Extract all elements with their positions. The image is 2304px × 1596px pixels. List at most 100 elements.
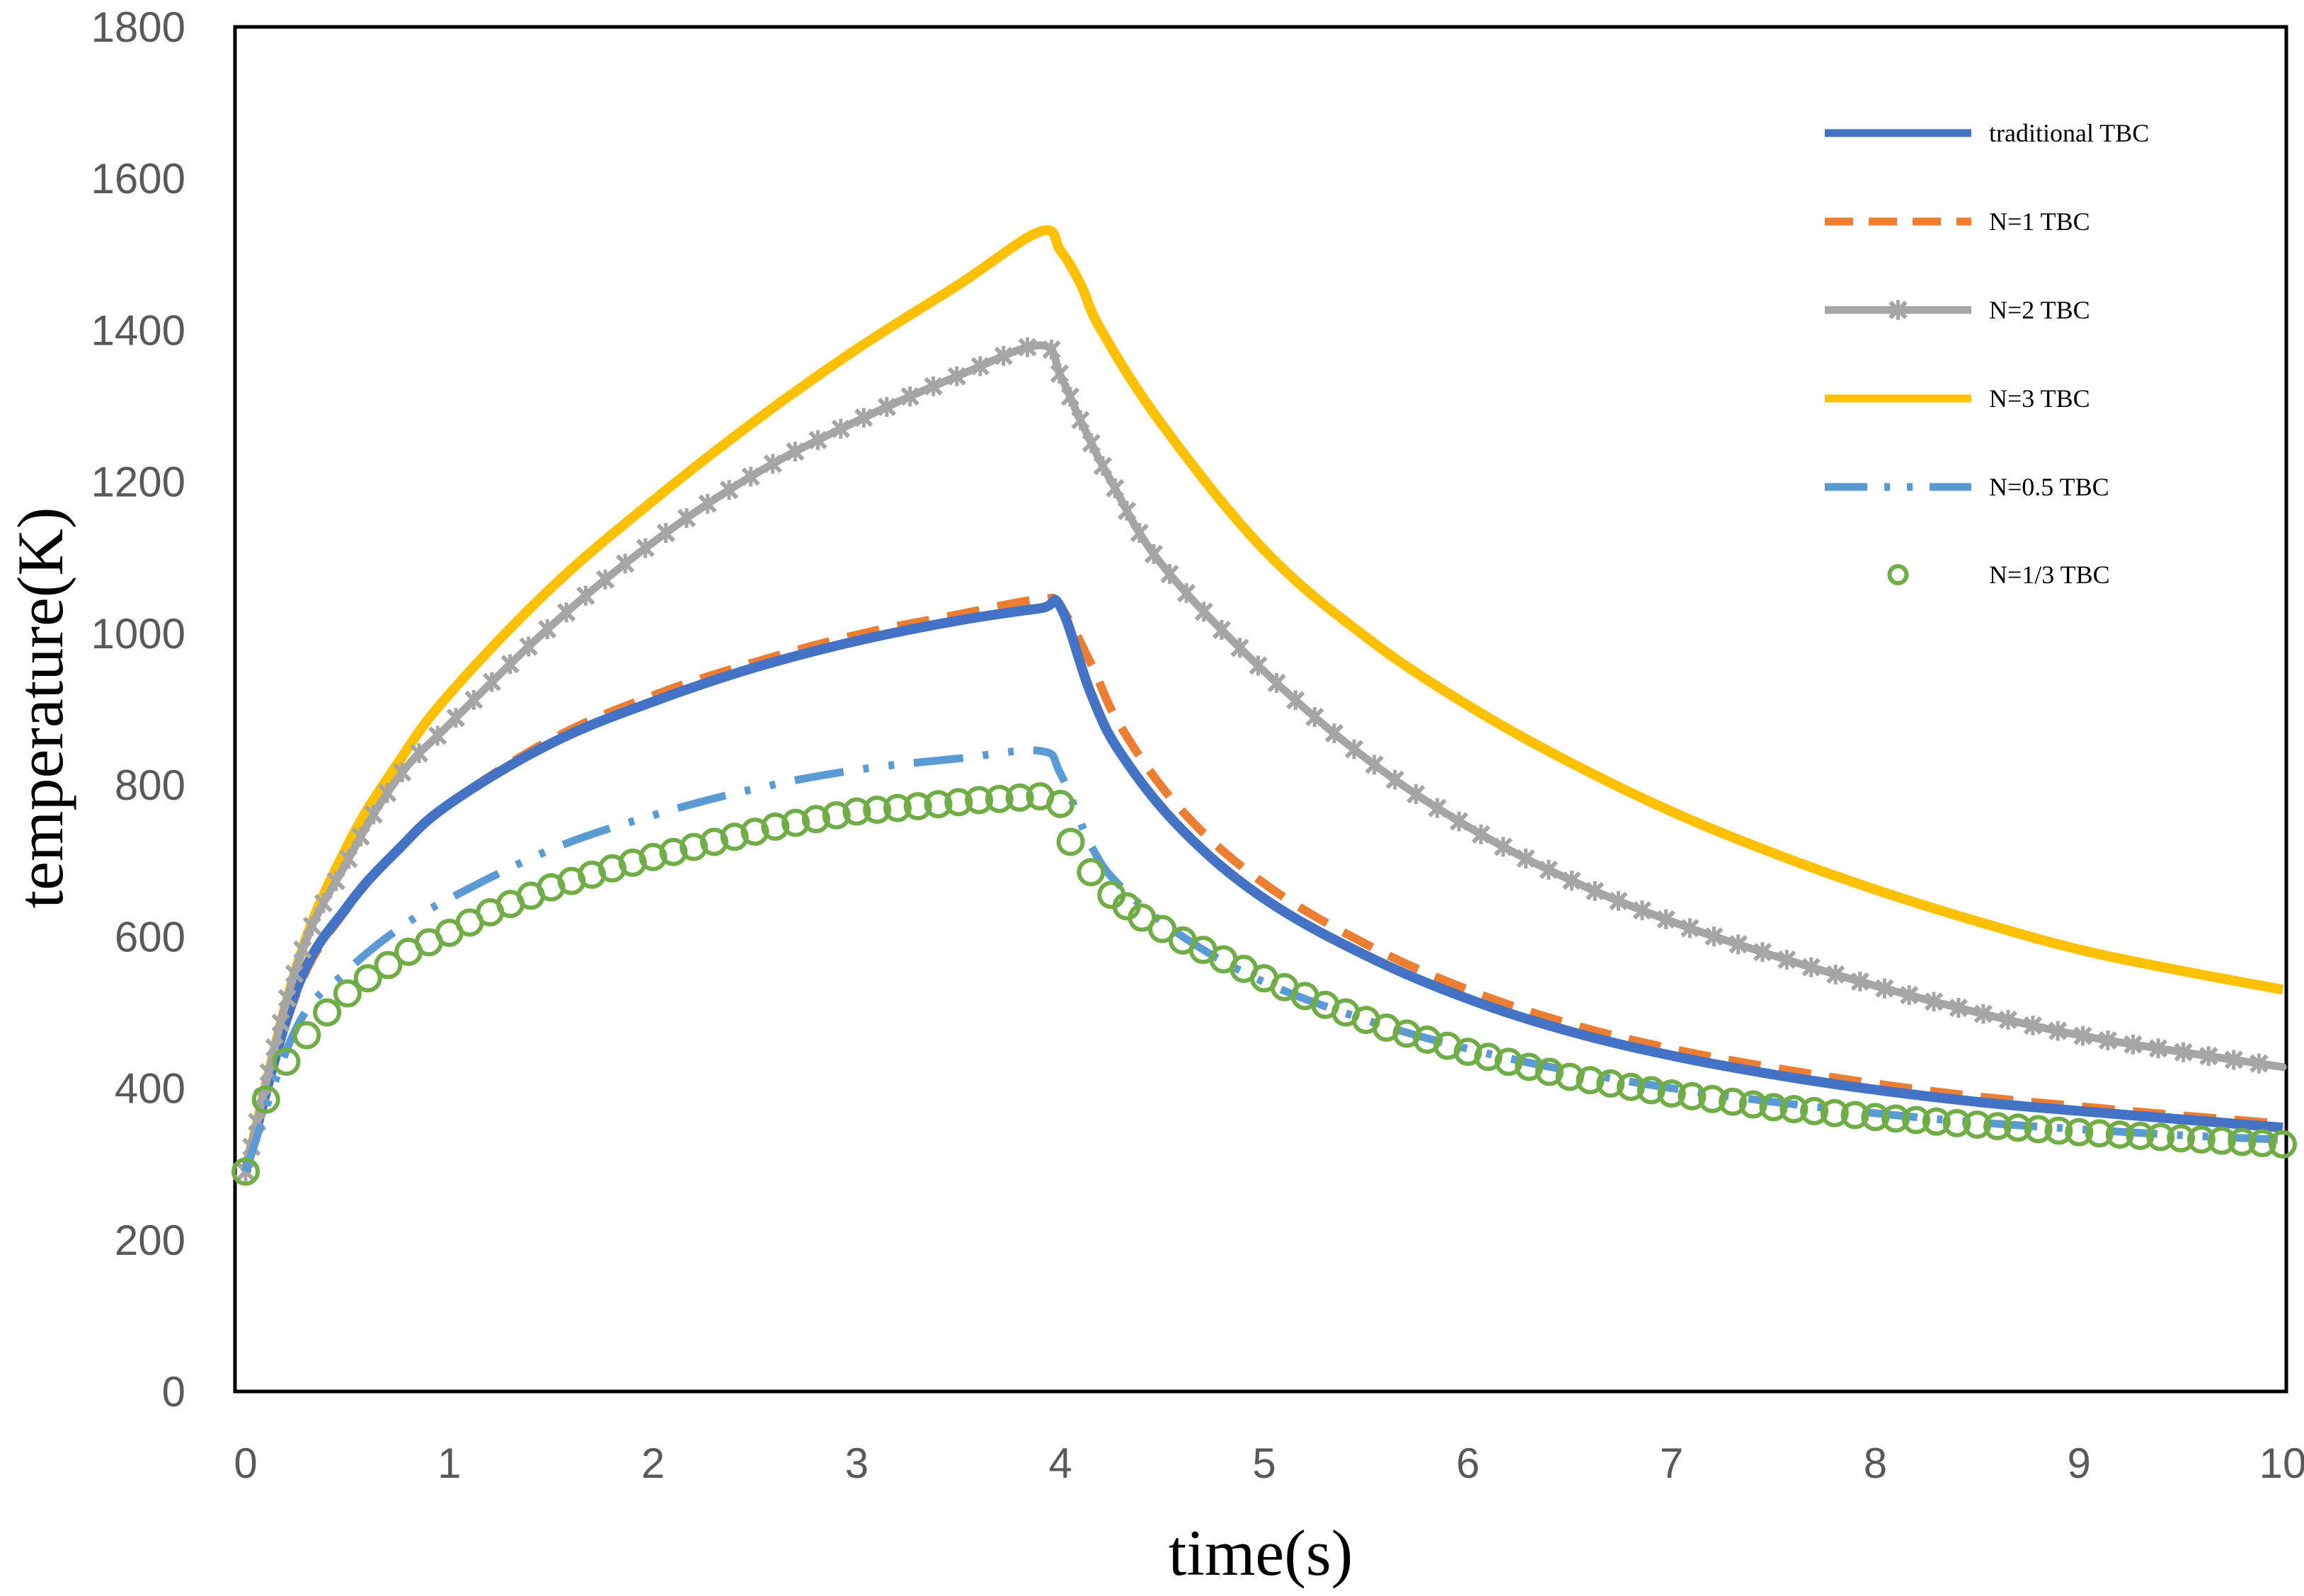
data-point-circle (1617, 1072, 1646, 1101)
data-point-circle (1474, 1043, 1503, 1072)
data-point-star (576, 585, 595, 606)
data-point-star (1704, 926, 1724, 947)
data-point-circle (1922, 1107, 1951, 1136)
data-point-circle (1494, 1047, 1523, 1077)
legend-item: N=1 TBC (1825, 207, 2090, 236)
series-n-1-3-tbc (231, 782, 2297, 1186)
data-point-star (1900, 985, 1919, 1006)
data-point-star (1117, 500, 1137, 521)
data-point-circle (863, 796, 892, 825)
data-point-star (2148, 1038, 2168, 1059)
data-point-circle (761, 813, 790, 842)
data-point-star (1494, 837, 1513, 857)
data-point-star (2249, 1053, 2269, 1074)
data-point-star (364, 804, 383, 825)
y-tick-label: 200 (115, 1217, 185, 1264)
x-tick-label: 0 (234, 1440, 257, 1487)
data-point-circle (1963, 1110, 1992, 1139)
data-point-star (1267, 673, 1286, 694)
data-point-star (1656, 909, 1675, 929)
data-point-star (1680, 918, 1700, 938)
data-point-star (1753, 942, 1772, 963)
x-tick-label: 3 (845, 1440, 869, 1487)
data-point-circle (699, 827, 728, 856)
y-tick-label: 0 (162, 1368, 185, 1416)
data-point-circle (1820, 1098, 1849, 1127)
data-point-circle (985, 784, 1014, 813)
data-point-star (2023, 1015, 2043, 1035)
data-point-star (900, 386, 919, 407)
data-point-star (1130, 523, 1149, 544)
data-point-star (831, 418, 850, 439)
data-point-star (351, 826, 370, 846)
data-point-star (314, 893, 333, 914)
data-point-circle (251, 1085, 280, 1114)
data-point-circle (618, 848, 647, 877)
data-point-circle (801, 805, 830, 834)
data-point-star (1365, 754, 1384, 775)
data-point-circle (1657, 1079, 1686, 1108)
data-point-circle (1759, 1093, 1788, 1122)
data-point-star (1050, 363, 1069, 384)
series-n-1-tbc (241, 593, 2283, 1173)
series-n-3-tbc (241, 225, 2284, 1173)
data-point-circle (1983, 1112, 2012, 1141)
legend-label: traditional TBC (1989, 119, 2149, 147)
data-point-star (719, 480, 739, 500)
data-point-star (285, 963, 304, 984)
data-point-star (277, 988, 297, 1009)
data-point-star (616, 553, 635, 574)
data-point-star (428, 725, 447, 746)
data-point-star (1729, 934, 1748, 955)
data-point-circle (455, 908, 484, 937)
data-point-star (2224, 1050, 2243, 1070)
data-point-star (1071, 410, 1090, 430)
plot-area-border (233, 25, 2288, 1394)
data-point-circle (1433, 1031, 1462, 1060)
data-point-star (2098, 1030, 2118, 1050)
data-point-circle (1779, 1095, 1809, 1124)
data-point-star (1385, 769, 1404, 790)
data-point-star (595, 569, 615, 590)
data-point-circle (231, 1157, 260, 1186)
data-point-star (1144, 544, 1164, 564)
data-point-circle (1840, 1101, 1869, 1130)
data-point-circle (2146, 1123, 2175, 1152)
data-point-star (1230, 638, 1249, 658)
data-point-circle (781, 808, 810, 837)
legend-item: traditional TBC (1825, 119, 2149, 147)
data-point-circle (2003, 1113, 2032, 1142)
data-point-circle (1005, 783, 1034, 812)
data-point-star (1344, 739, 1364, 759)
data-point-circle (1230, 954, 1259, 983)
series-line (241, 225, 2284, 1173)
data-point-star (1850, 971, 1869, 992)
data-point-circle (2085, 1119, 2114, 1148)
data-point-star (2174, 1042, 2193, 1062)
data-point-star (409, 743, 429, 764)
y-tick-label: 1400 (91, 306, 185, 354)
data-point-star (2048, 1021, 2068, 1041)
data-point-circle (1718, 1087, 1747, 1116)
data-point-circle (1576, 1066, 1605, 1095)
data-point-star (970, 356, 990, 377)
data-point-star (947, 366, 966, 386)
data-point-star (741, 466, 760, 487)
data-point-star (1973, 1004, 1993, 1024)
data-point-star (378, 783, 397, 803)
series-line (241, 595, 2283, 1173)
data-point-star (1875, 978, 1894, 999)
data-point-circle (1800, 1096, 1829, 1125)
data-point-circle (740, 817, 769, 846)
data-point-circle (842, 797, 871, 826)
data-point-circle (2167, 1124, 2196, 1153)
data-point-star (677, 508, 697, 529)
x-axis-title: time(s) (1169, 1517, 1353, 1589)
data-point-circle (313, 998, 342, 1027)
data-point-star (393, 762, 412, 783)
data-point-star (786, 442, 805, 462)
data-point-star (1060, 386, 1080, 407)
data-point-circle (1881, 1104, 1910, 1133)
data-point-star (994, 345, 1013, 366)
x-tick-label: 6 (1456, 1440, 1479, 1487)
